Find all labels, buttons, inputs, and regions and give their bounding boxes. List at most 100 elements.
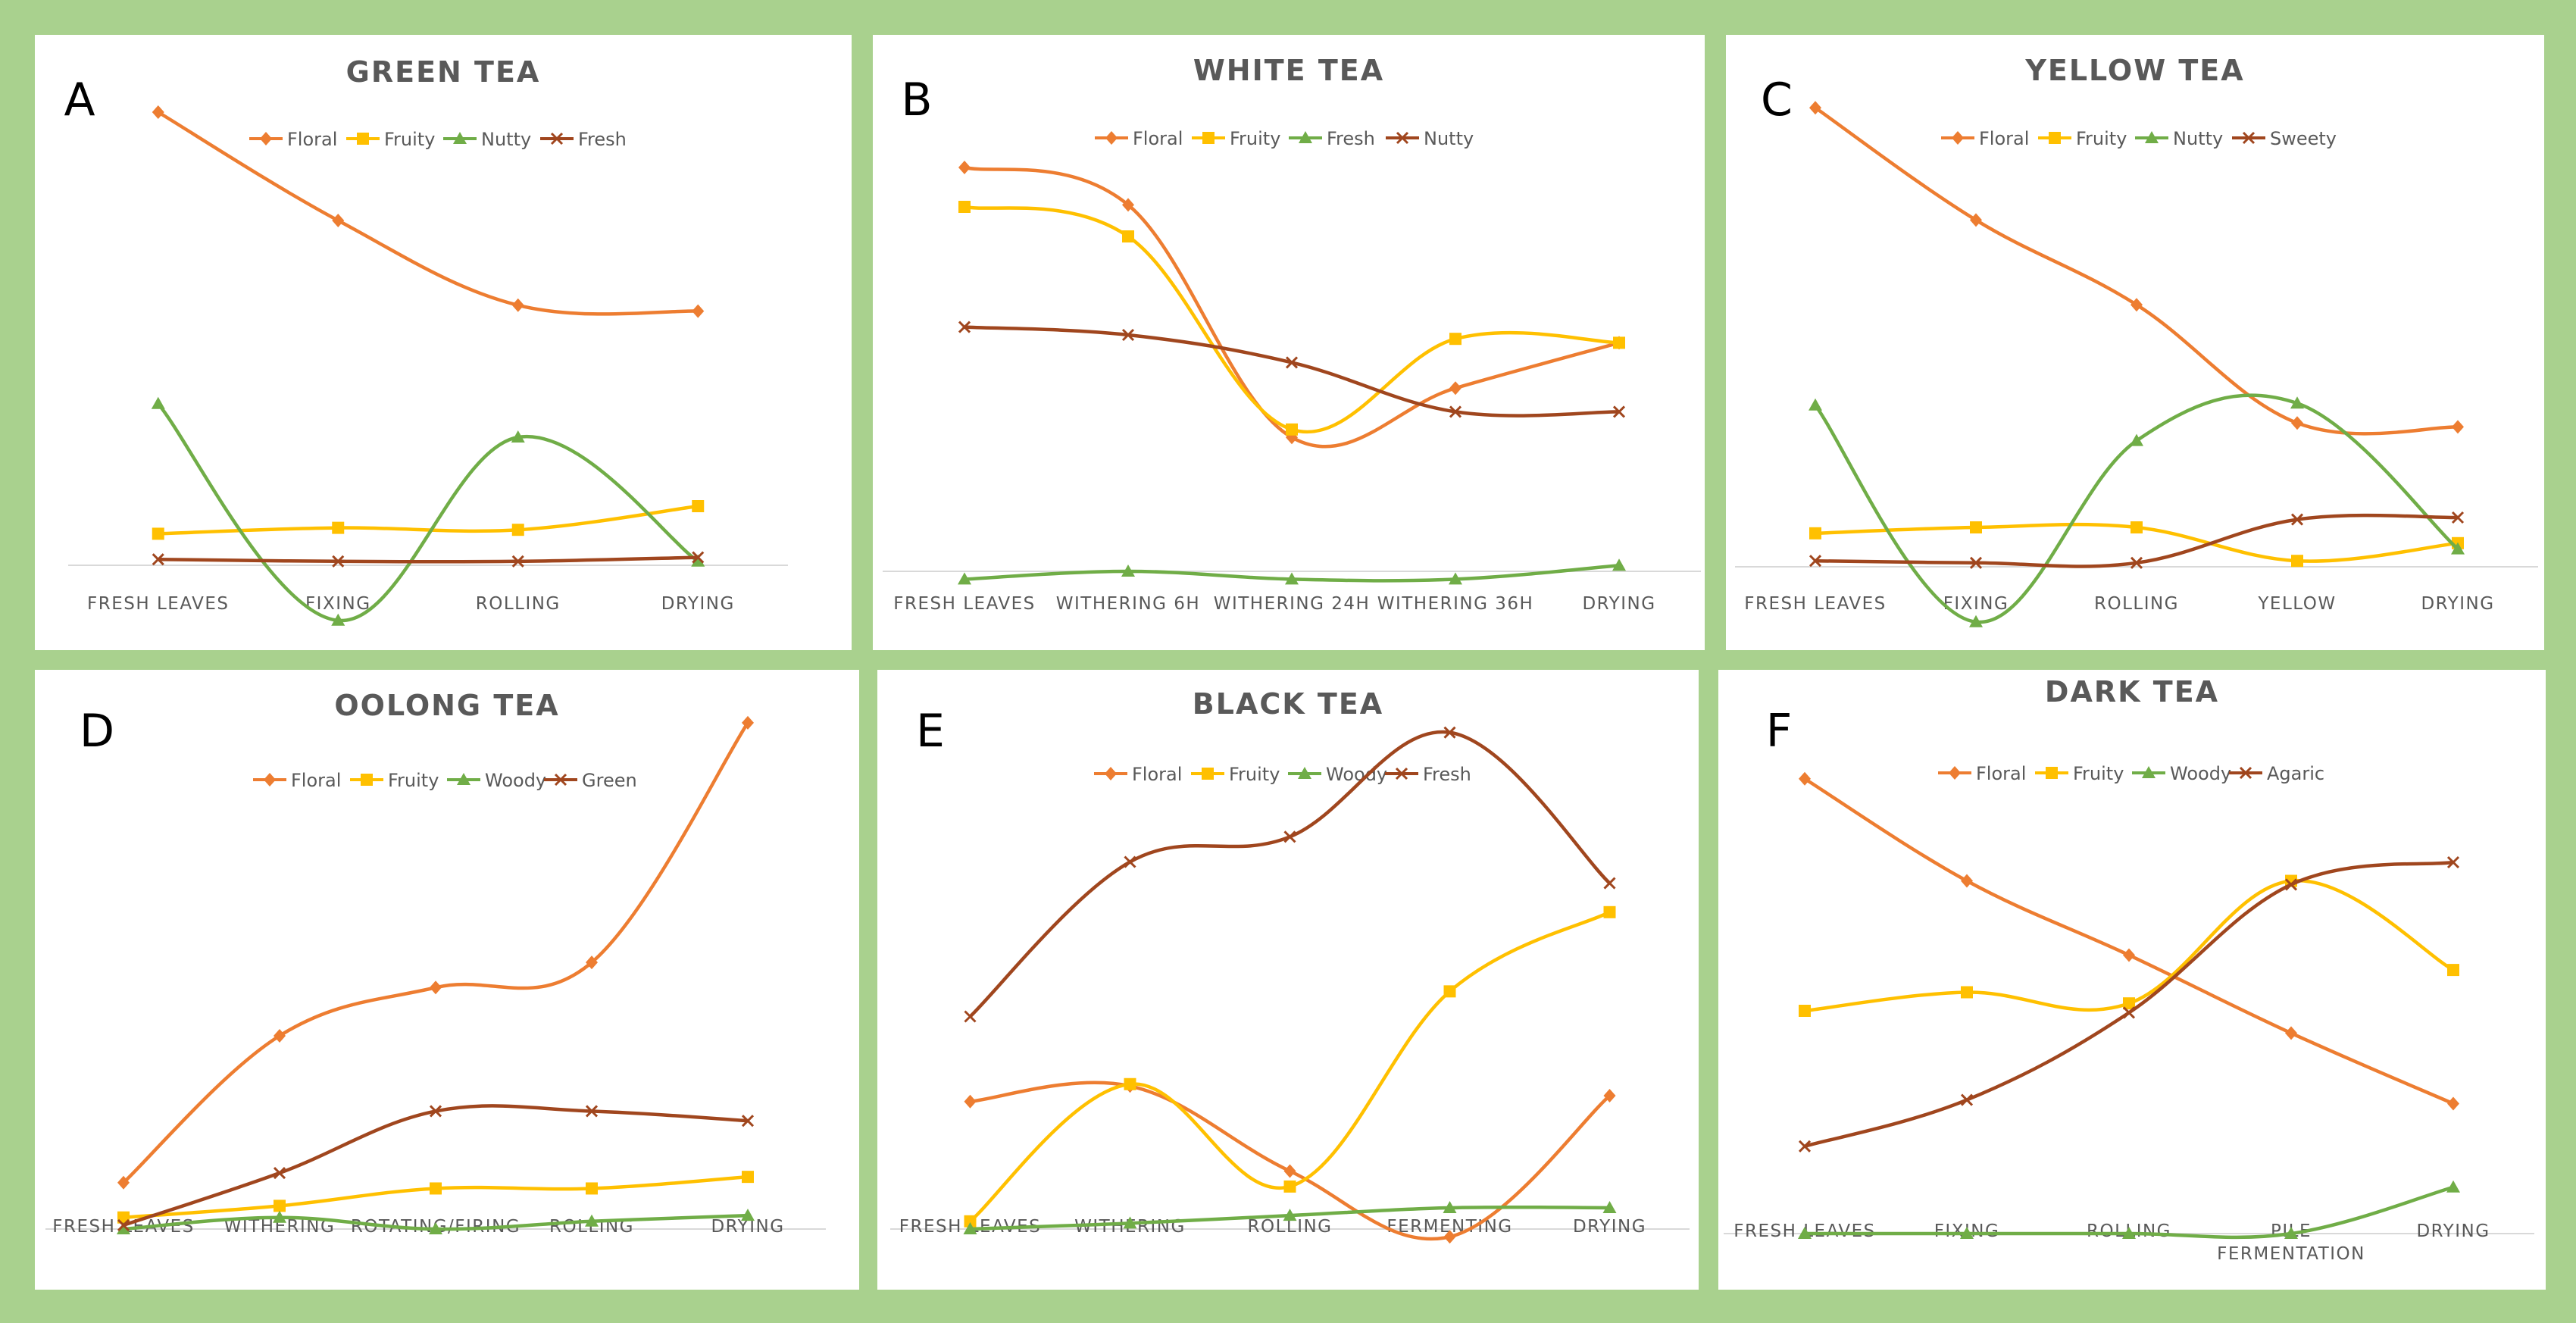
data-point-marker	[2284, 878, 2298, 891]
series-line	[158, 504, 699, 536]
legend-label: Fresh	[578, 129, 627, 150]
data-point-marker	[964, 1215, 977, 1228]
legend-label: Woody	[485, 770, 546, 791]
series-woody	[1798, 1180, 2460, 1240]
legend-marker	[1952, 131, 1964, 145]
legend-item-fresh: Fresh	[540, 129, 627, 150]
data-point-marker	[1969, 556, 1983, 569]
legend-label: Sweety	[2270, 128, 2337, 149]
chart-panel-background	[1726, 35, 2544, 650]
data-point-marker	[1602, 1200, 1617, 1213]
data-point-marker	[152, 105, 164, 119]
series-line	[157, 111, 699, 316]
legend-marker	[1105, 767, 1117, 780]
legend-marker	[457, 773, 470, 785]
data-point-marker	[2291, 416, 2303, 430]
chart-panel-background	[877, 670, 1699, 1290]
legend-marker	[264, 773, 276, 787]
x-tick-label-line: FERMENTATION	[2217, 1244, 2365, 1264]
series-line	[157, 402, 699, 623]
data-point-marker	[117, 1222, 130, 1234]
legend-label: Agaric	[2267, 763, 2324, 784]
legend-item-fruity: Fruity	[2038, 128, 2127, 149]
legend-item-fruity: Fruity	[2035, 763, 2124, 784]
data-point-marker	[742, 715, 754, 730]
x-tick-label: WITHERING 36H	[1377, 594, 1534, 614]
data-point-marker	[963, 1222, 977, 1234]
legend-marker	[2242, 131, 2256, 145]
chart-panel-background	[35, 670, 859, 1290]
panel-letter: B	[901, 74, 932, 127]
data-point-marker	[1443, 726, 1456, 739]
legend-label: Fruity	[388, 770, 439, 791]
legend-item-floral: Floral	[1095, 128, 1183, 149]
x-tick-label: ROLLING	[476, 594, 561, 614]
panel-letter: D	[80, 705, 114, 758]
legend-label: Fruity	[2073, 763, 2124, 784]
data-point-marker	[1809, 101, 1821, 115]
data-point-marker	[2451, 542, 2465, 555]
data-point-marker	[958, 201, 971, 213]
data-point-marker	[1122, 230, 1134, 242]
legend-label: Floral	[1133, 128, 1183, 149]
data-point-marker	[964, 1010, 977, 1023]
legend-label: Nutty	[1424, 128, 1474, 149]
data-point-marker	[1798, 1140, 1812, 1153]
data-point-marker	[151, 396, 165, 409]
legend-label: Floral	[291, 770, 341, 791]
data-point-marker	[273, 1210, 286, 1223]
legend-label: Fruity	[2076, 128, 2127, 149]
data-point-marker	[2285, 1026, 2297, 1040]
series-woody	[963, 1200, 1617, 1234]
data-point-marker	[1123, 1216, 1137, 1229]
chart-title: BLACK TEA	[1193, 687, 1383, 721]
legend-marker	[453, 132, 467, 144]
legend-label: Fresh	[1327, 128, 1375, 149]
legend-item-nutty: Nutty	[443, 129, 531, 150]
data-point-marker	[274, 1029, 286, 1043]
x-tick-label: DRYING	[2416, 1221, 2490, 1241]
data-point-marker	[1799, 771, 1811, 786]
data-point-marker	[332, 214, 345, 227]
legend-label: Woody	[2170, 763, 2231, 784]
data-point-marker	[2447, 964, 2459, 977]
data-point-marker	[1283, 1164, 1296, 1178]
data-point-marker	[958, 161, 971, 174]
data-point-marker	[692, 500, 705, 512]
x-tick-label: WITHERING 24H	[1214, 594, 1371, 614]
data-point-marker	[2122, 1227, 2136, 1239]
legend-item-woody: Woody	[447, 770, 546, 791]
series-line	[122, 721, 749, 1184]
legend-item-green: Green	[544, 770, 637, 791]
data-point-marker	[1603, 1089, 1616, 1103]
data-point-marker	[511, 555, 524, 568]
panel-letter: A	[64, 74, 95, 127]
data-point-marker	[586, 1182, 598, 1195]
data-point-marker	[1286, 423, 1298, 436]
data-point-marker	[2123, 997, 2135, 1010]
data-point-marker	[692, 551, 705, 564]
legend-marker	[357, 133, 369, 145]
data-point-marker	[1960, 1227, 1974, 1239]
panel-letter: E	[916, 705, 945, 758]
series-agaric	[1798, 855, 2460, 1153]
legend-marker	[1298, 767, 1311, 779]
data-point-marker	[1809, 555, 1822, 568]
series-nutty	[958, 321, 1626, 418]
data-point-marker	[1969, 615, 1983, 627]
data-point-marker	[1970, 213, 1982, 227]
chart-title: YELLOW TEA	[2024, 54, 2244, 87]
data-point-marker	[1443, 985, 1456, 998]
data-point-marker	[429, 1222, 442, 1234]
legend-marker	[1202, 768, 1214, 780]
series-fruity	[117, 1171, 754, 1224]
data-point-marker	[152, 527, 164, 540]
legend-label: Fruity	[384, 129, 435, 150]
data-point-marker	[2284, 1227, 2298, 1239]
series-nutty	[151, 396, 705, 626]
legend-marker	[2046, 767, 2058, 779]
legend-item-floral: Floral	[249, 129, 337, 150]
